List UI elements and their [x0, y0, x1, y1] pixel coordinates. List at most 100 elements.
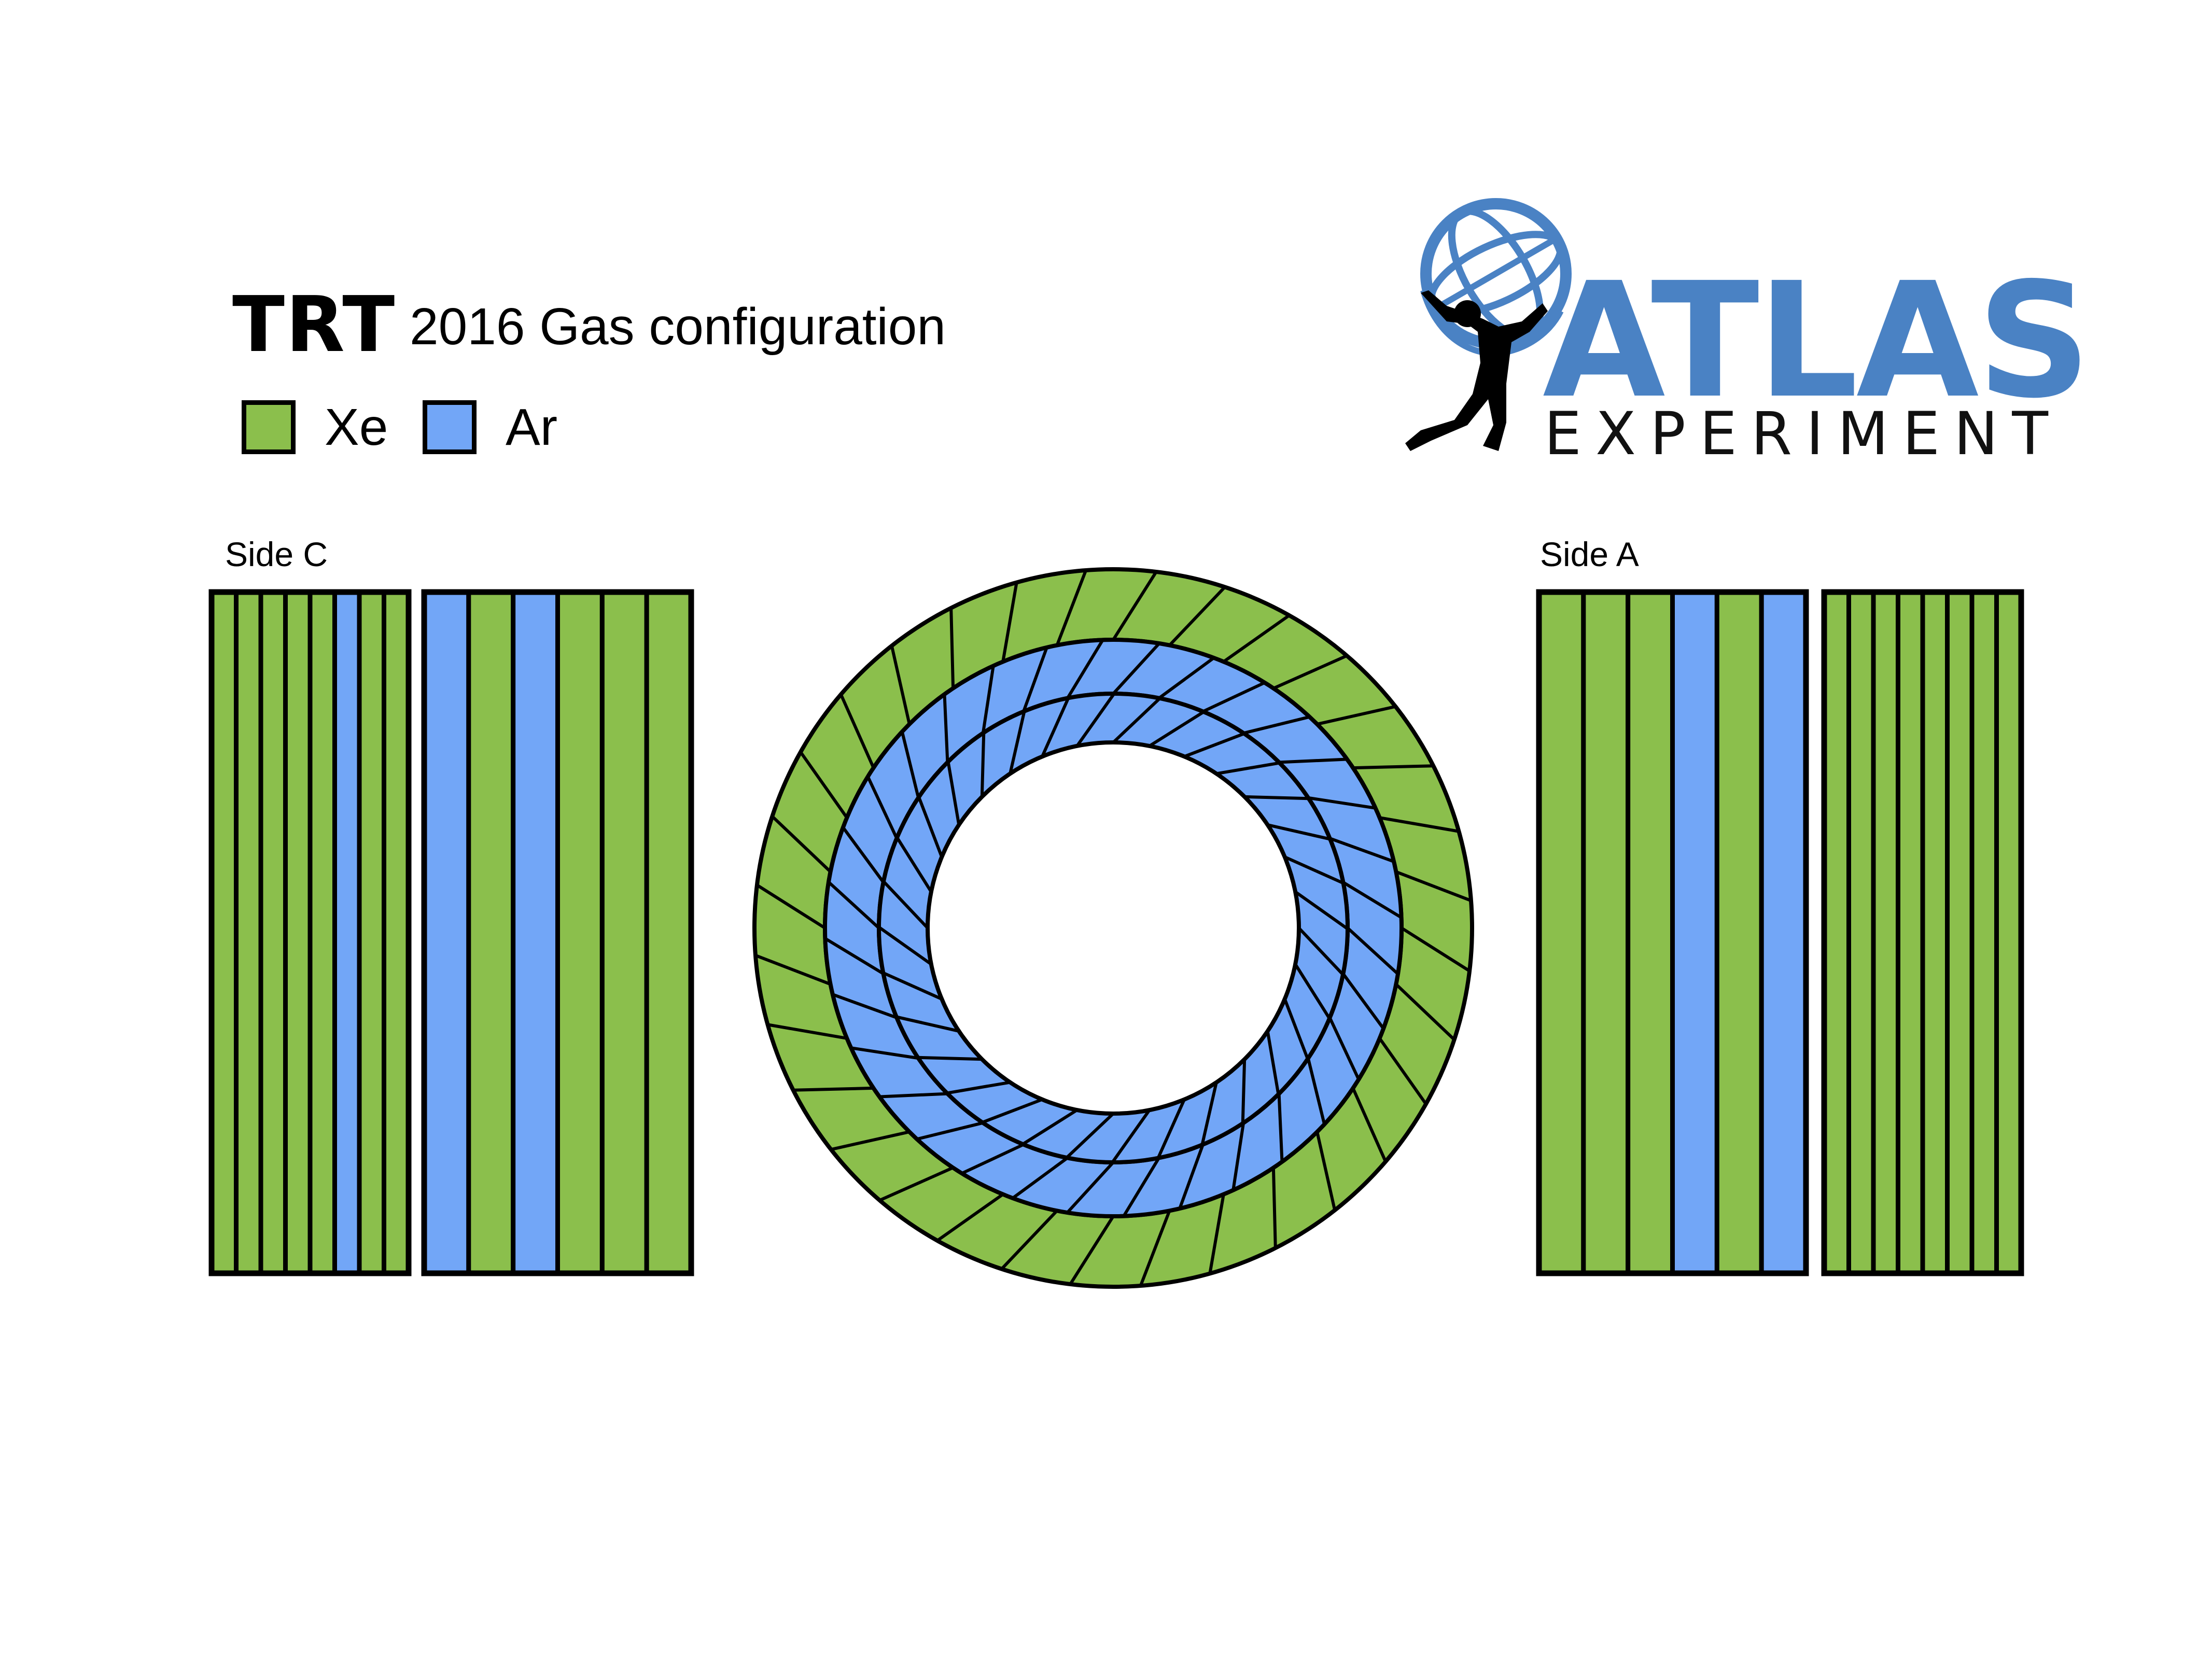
legend-swatch-xe: [242, 400, 296, 454]
barrel-middle-module-divider: [866, 776, 899, 839]
side-a-large-wheel-block: [1536, 589, 1809, 1276]
side-c-small-outline: [208, 589, 412, 1276]
barrel-middle-module-divider: [1122, 1157, 1160, 1217]
atlas-logo-wordmark: ATLAS: [1543, 249, 2091, 433]
barrel-outer-module-divider: [756, 883, 826, 930]
barrel-inner-module-divider: [982, 1098, 1043, 1124]
side-a-small-wheel-4: [1896, 589, 1925, 1276]
barrel-middle-module-divider: [1341, 973, 1385, 1030]
legend-swatch-ar: [423, 400, 477, 454]
barrel-middle-module-divider: [828, 881, 880, 930]
barrel-cross-section: [752, 567, 1475, 1289]
side-c-large-wheel-1: [422, 589, 471, 1276]
barrel-middle-module-divider: [1066, 1161, 1115, 1214]
barrel-middle-module-divider: [1277, 1093, 1284, 1162]
barrel-inner-module-divider: [1283, 998, 1309, 1060]
barrel-inner-module-divider: [1183, 732, 1245, 758]
barrel-outer-module-divider: [839, 694, 875, 769]
side-a-large-outline: [1536, 589, 1809, 1276]
barrel-middle-module-divider: [1306, 1058, 1326, 1125]
side-c-small-wheel-block: [208, 589, 412, 1276]
side-c-large-outline: [421, 589, 694, 1276]
side-c-large-wheel-3: [511, 589, 561, 1276]
barrel-middle-module-divider: [1066, 639, 1104, 699]
diagram-subtitle: 2016 Gas configuration: [410, 298, 946, 356]
barrel-inner-module-divider: [1294, 963, 1331, 1020]
barrel-inner-module-divider: [946, 1080, 1011, 1095]
side-a-large-wheel-4: [1670, 589, 1719, 1276]
barrel-inner-module-divider: [1284, 855, 1344, 885]
barrel-outer-module-divider: [771, 815, 832, 873]
side-c-small-wheel-1: [209, 589, 239, 1276]
barrel-outer-module-divider: [879, 1166, 954, 1202]
side-c-large-wheel-2: [466, 589, 516, 1276]
barrel-inner-module-divider: [1294, 890, 1349, 931]
barrel-middle-module-divider: [879, 1092, 948, 1099]
barrel-outer-module-divider: [1353, 764, 1434, 770]
barrel-outer-module-divider: [1168, 586, 1226, 646]
side-a-large-wheel-6: [1759, 589, 1809, 1276]
side-a-large-wheel-1: [1536, 589, 1586, 1276]
barrel-inner-module-divider: [1266, 1031, 1280, 1095]
barrel-middle-module-divider: [1279, 757, 1347, 764]
barrel-inner-module-divider: [1267, 823, 1331, 841]
barrel-outer-module-divider: [1351, 1087, 1387, 1162]
barrel-inner-module-divider: [1041, 697, 1070, 757]
side-c-label: Side C: [225, 535, 328, 573]
barrel-outer-module-divider: [793, 1086, 874, 1092]
barrel-inner-module-divider: [1112, 697, 1161, 744]
barrel-middle-module-divider: [1012, 1156, 1069, 1200]
barrel-inner-module-divider: [1216, 761, 1280, 776]
barrel-outer-module-divider: [830, 1130, 910, 1151]
barrel-inner-module-divider: [1066, 1112, 1115, 1159]
barrel-middle-module-divider: [1328, 1017, 1360, 1080]
barrel-outer-module-divider: [1395, 983, 1455, 1041]
legend-label-ar: Ar: [506, 398, 557, 456]
atlas-logo-subword: EXPERIMENT: [1544, 399, 2063, 468]
barrel-middle-module-divider: [943, 694, 949, 763]
barrel-middle-module-divider: [1112, 642, 1160, 695]
barrel-middle-module-divider: [1178, 1144, 1205, 1210]
side-c-small-wheel-8: [382, 589, 411, 1276]
barrel-middle-module-divider: [850, 1046, 919, 1060]
barrel-inner-module-divider: [1156, 1099, 1186, 1159]
side-a-small-outline: [1821, 589, 2024, 1276]
barrel-outer-module-divider: [1208, 1194, 1225, 1274]
barrel-inner-module-divider: [878, 925, 932, 966]
barrel-middle-module-divider: [1329, 837, 1395, 863]
side-a-small-wheel-7: [1969, 589, 1999, 1276]
barrel-middle-module-divider: [832, 993, 898, 1019]
barrel-outer-module-divider: [1069, 1215, 1115, 1285]
barrel-outer-module-divider: [754, 953, 831, 986]
legend-item-ar: Ar: [423, 400, 557, 454]
barrel-inner-module-divider: [1009, 711, 1026, 774]
side-c-small-wheel-7: [357, 589, 386, 1276]
barrel-outer-module-divider: [1395, 870, 1472, 903]
side-a-small-wheel-3: [1871, 589, 1900, 1276]
barrel-inner-module-divider: [1200, 1082, 1218, 1145]
barrel-middle-module-divider: [1243, 715, 1310, 735]
barrel-inner-module-divider: [1075, 693, 1116, 747]
side-a-small-wheel-5: [1920, 589, 1950, 1276]
barrel-inner-module-divider: [1244, 795, 1309, 800]
side-a-small-wheel-6: [1945, 589, 1975, 1276]
barrel-outer-module-divider: [1315, 1131, 1337, 1211]
barrel-outer-module-divider: [936, 1193, 1004, 1242]
barrel-inner-module-divider: [883, 971, 943, 1001]
barrel-middle-module-divider: [1022, 646, 1048, 712]
barrel-outer-module-divider: [1317, 705, 1396, 726]
barrel-outer-module-divider: [1139, 1210, 1171, 1287]
barrel-outer-module-divider: [1401, 926, 1471, 973]
barrel-middle-module-divider: [1202, 681, 1266, 713]
side-a-small-wheel-1: [1822, 589, 1851, 1276]
side-c-small-wheel-3: [258, 589, 288, 1276]
barrel-middle-module-divider: [824, 937, 885, 975]
barrel-inner-module-divider: [980, 733, 986, 797]
barrel-middle-module-divider: [1308, 796, 1376, 810]
side-c-large-wheel-6: [644, 589, 694, 1276]
side-c-small-wheel-2: [234, 589, 263, 1276]
barrel-middle-module-divider: [842, 826, 885, 883]
barrel-outer-module-divider: [1223, 614, 1291, 663]
barrel-outer-module-divider: [1271, 1168, 1277, 1248]
